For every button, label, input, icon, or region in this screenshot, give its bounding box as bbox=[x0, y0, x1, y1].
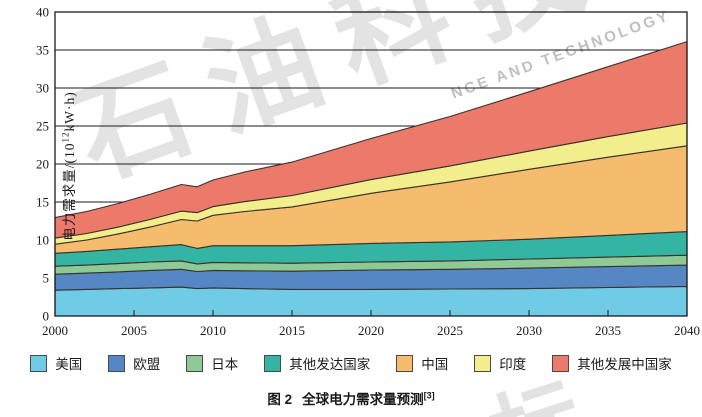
x-tick-label: 2030 bbox=[516, 323, 542, 338]
legend-item-6: 印度 bbox=[474, 353, 526, 373]
legend-item-1: 美国 bbox=[30, 353, 82, 373]
legend-item-4: 其他发达国家 bbox=[264, 353, 370, 373]
figure-caption: 图 2 全球电力需求量预测[3] bbox=[0, 388, 702, 408]
stacked-area-chart: 2000 2005 2010 2015 2020 2025 2030 2035 20400510… bbox=[36, 5, 700, 339]
legend-item-2: 欧盟 bbox=[108, 353, 160, 373]
y-axis-title-suffix: kW·h) bbox=[62, 91, 77, 132]
y-tick-label: 10 bbox=[36, 233, 49, 248]
legend-label: 其他发达国家 bbox=[289, 357, 371, 372]
legend-label: 中国 bbox=[421, 357, 449, 372]
y-axis-title-superscript: 12 bbox=[60, 131, 71, 143]
legend-label: 美国 bbox=[55, 357, 83, 372]
legend-label: 日本 bbox=[211, 357, 239, 372]
x-tick-label: 2025 bbox=[437, 323, 463, 338]
legend-item-5: 中国 bbox=[396, 353, 448, 373]
x-tick-label: 2035 bbox=[595, 323, 621, 338]
y-tick-label: 40 bbox=[36, 5, 49, 20]
legend-label: 欧盟 bbox=[133, 357, 161, 372]
y-tick-label: 5 bbox=[43, 271, 50, 286]
y-tick-label: 30 bbox=[36, 81, 49, 96]
x-tick-label: 2015 bbox=[279, 323, 305, 338]
y-tick-label: 0 bbox=[43, 309, 50, 324]
chart-legend: 美国 欧盟 日本 其他发达国家 中国 印度 其他发展中国家 bbox=[0, 352, 702, 374]
y-axis-title-prefix: 电力需求量/(10 bbox=[62, 142, 77, 241]
legend-swatch bbox=[474, 354, 492, 372]
legend-swatch bbox=[396, 354, 414, 372]
legend-swatch bbox=[552, 354, 570, 372]
legend-swatch bbox=[264, 354, 282, 372]
figure-caption-reference: [3] bbox=[423, 390, 435, 401]
x-tick-label: 2040 bbox=[674, 323, 700, 338]
legend-swatch bbox=[30, 354, 48, 372]
y-tick-label: 25 bbox=[36, 119, 49, 134]
legend-swatch bbox=[186, 354, 204, 372]
y-tick-label: 15 bbox=[36, 195, 49, 210]
legend-label: 其他发展中国家 bbox=[577, 357, 672, 372]
y-tick-label: 20 bbox=[36, 157, 49, 172]
y-tick-label: 35 bbox=[36, 43, 49, 58]
figure-caption-number: 图 2 bbox=[267, 392, 293, 407]
y-axis-title: 电力需求量/(1012kW·h) bbox=[58, 36, 78, 296]
legend-swatch bbox=[108, 354, 126, 372]
legend-item-7: 其他发展中国家 bbox=[552, 353, 672, 373]
legend-label: 印度 bbox=[499, 357, 527, 372]
x-tick-label: 2010 bbox=[200, 323, 226, 338]
figure-caption-title: 全球电力需求量预测 bbox=[302, 392, 424, 407]
x-tick-label: 2005 bbox=[121, 323, 147, 338]
x-tick-label: 2020 bbox=[358, 323, 384, 338]
legend-item-3: 日本 bbox=[186, 353, 238, 373]
x-tick-label: 2000 bbox=[42, 323, 68, 338]
